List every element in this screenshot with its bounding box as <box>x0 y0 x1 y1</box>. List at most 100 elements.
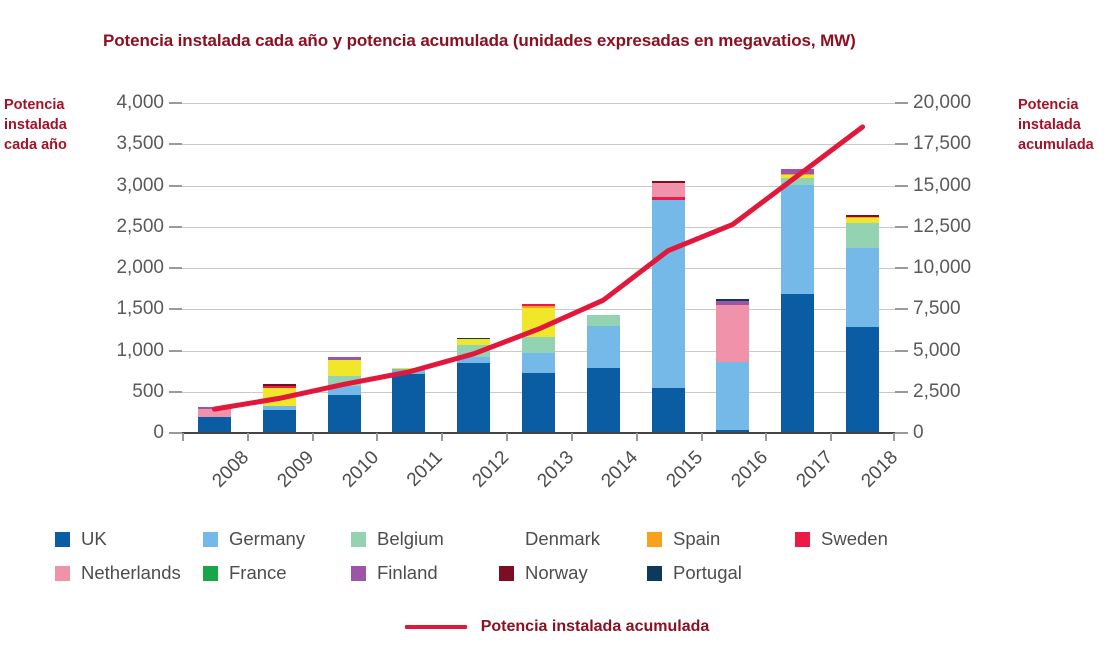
bar-group[interactable] <box>522 103 555 433</box>
right-tick-mark <box>895 349 908 352</box>
legend-item[interactable]: Finland <box>351 562 438 584</box>
left-tick-mark <box>169 390 182 393</box>
stacked-bar[interactable] <box>846 214 880 433</box>
legend-item[interactable]: Sweden <box>795 528 888 550</box>
left-tick-label: 4,000 <box>116 92 164 113</box>
stacked-bar[interactable] <box>327 357 361 433</box>
x-tick-mark <box>570 433 573 441</box>
bar-segment[interactable] <box>846 326 880 433</box>
right-tick-label: 17,500 <box>913 133 972 155</box>
right-tick-mark <box>895 390 908 393</box>
bar-group[interactable] <box>716 103 750 433</box>
bar-group[interactable] <box>651 103 685 433</box>
legend-swatch <box>203 565 218 581</box>
bar-group[interactable] <box>846 103 880 433</box>
bar-segment[interactable] <box>586 325 620 368</box>
legend-item[interactable]: France <box>203 562 287 584</box>
legend-item[interactable]: Belgium <box>351 528 444 550</box>
bar-segment[interactable] <box>197 417 231 433</box>
bar-segment[interactable] <box>522 352 555 373</box>
bar-segment[interactable] <box>522 305 555 309</box>
bar-segment[interactable] <box>522 303 555 306</box>
bar-segment[interactable] <box>327 375 361 387</box>
x-tick-mark <box>893 433 895 441</box>
bar-segment[interactable] <box>716 361 750 431</box>
x-tick-mark <box>311 433 314 441</box>
bar-segment[interactable] <box>522 372 555 433</box>
bar-segment[interactable] <box>651 197 685 200</box>
bar-segment[interactable] <box>781 177 815 186</box>
stacked-bar[interactable] <box>457 337 491 433</box>
right-tick-mark <box>895 102 908 104</box>
legend-item[interactable]: Netherlands <box>55 562 181 584</box>
stacked-bar[interactable] <box>262 383 296 433</box>
bar-segment[interactable] <box>846 214 880 217</box>
legend-label: Spain <box>673 528 721 549</box>
legend-item[interactable]: UK <box>55 528 107 550</box>
bar-segment[interactable] <box>327 386 361 396</box>
bar-segment[interactable] <box>262 383 296 386</box>
stacked-bar[interactable] <box>586 315 620 433</box>
bar-segment[interactable] <box>586 315 620 326</box>
bar-segment[interactable] <box>651 388 685 433</box>
right-tick-mark <box>895 432 908 434</box>
bar-segment[interactable] <box>262 409 296 433</box>
bar-segment[interactable] <box>457 339 491 346</box>
series-legend: UK Germany Belgium Denmark Spain Sweden Nether… <box>55 528 1095 598</box>
legend-swatch <box>795 531 810 547</box>
legend-label: Norway <box>525 562 588 583</box>
bar-segment[interactable] <box>392 367 426 370</box>
bar-segment[interactable] <box>781 294 815 433</box>
bar-segment[interactable] <box>846 248 880 327</box>
gridline <box>182 226 895 228</box>
bar-segment[interactable] <box>716 430 750 433</box>
right-tick-mark <box>895 308 908 311</box>
bar-segment[interactable] <box>586 367 620 433</box>
bar-segment[interactable] <box>392 373 426 433</box>
bar-segment[interactable] <box>262 385 296 389</box>
bar-segment[interactable] <box>716 304 750 362</box>
bar-segment[interactable] <box>522 336 555 353</box>
legend-item[interactable]: Portugal <box>647 562 742 584</box>
stacked-bar[interactable] <box>522 303 555 433</box>
x-axis-tick-label: 2017 <box>792 447 837 492</box>
bar-group[interactable] <box>262 103 296 433</box>
bar-group[interactable] <box>327 103 361 433</box>
bar-segment[interactable] <box>457 357 491 364</box>
bar-segment[interactable] <box>716 299 750 302</box>
x-tick-mark <box>246 433 249 441</box>
bar-segment[interactable] <box>846 222 880 249</box>
bar-segment[interactable] <box>262 405 296 410</box>
bar-group[interactable] <box>586 103 620 433</box>
bar-segment[interactable] <box>781 169 815 175</box>
legend-item[interactable]: Germany <box>203 528 305 550</box>
x-tick-mark <box>182 433 184 441</box>
bar-segment[interactable] <box>197 408 231 418</box>
legend-swatch <box>647 531 662 547</box>
left-tick-mark <box>169 225 182 228</box>
legend-item[interactable]: Denmark <box>499 528 600 550</box>
bar-segment[interactable] <box>846 217 880 223</box>
bar-segment[interactable] <box>846 216 880 218</box>
right-tick-mark <box>895 184 908 187</box>
bar-group[interactable] <box>457 103 491 433</box>
x-axis-tick-label: 2011 <box>402 447 447 491</box>
bar-segment[interactable] <box>457 363 491 433</box>
bar-segment[interactable] <box>457 337 491 340</box>
legend-swatch <box>351 531 366 547</box>
legend-item[interactable]: Norway <box>499 562 588 584</box>
bar-segment[interactable] <box>457 345 491 358</box>
legend-item[interactable]: Spain <box>647 528 720 550</box>
bar-segment[interactable] <box>327 359 361 376</box>
legend-label: Netherlands <box>81 562 181 583</box>
left-tick-label: 1,500 <box>116 298 164 320</box>
bar-segment[interactable] <box>651 180 685 183</box>
bar-segment[interactable] <box>781 185 815 295</box>
stacked-bar[interactable] <box>651 180 685 433</box>
bar-segment[interactable] <box>327 395 361 433</box>
bar-segment[interactable] <box>651 182 685 198</box>
bar-segment[interactable] <box>651 199 685 389</box>
bar-segment[interactable] <box>716 301 750 305</box>
stacked-bar[interactable] <box>716 299 750 433</box>
bar-segment[interactable] <box>327 357 361 360</box>
